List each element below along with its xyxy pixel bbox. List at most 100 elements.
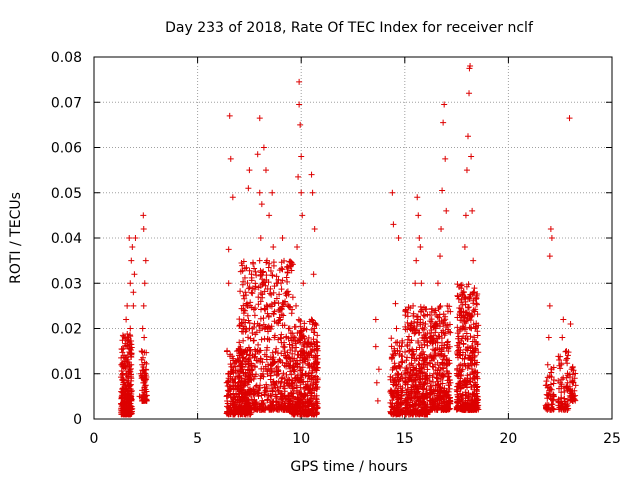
data-point xyxy=(543,403,550,410)
data-point xyxy=(467,333,474,340)
data-point xyxy=(432,350,439,357)
data-point xyxy=(468,384,475,391)
data-point xyxy=(304,340,311,347)
data-point xyxy=(232,376,239,383)
data-point xyxy=(284,288,291,295)
data-point xyxy=(286,325,293,332)
data-point xyxy=(271,318,278,325)
data-point xyxy=(564,379,571,386)
data-point xyxy=(265,313,272,320)
data-point xyxy=(408,354,415,361)
data-point xyxy=(443,402,450,409)
data-point xyxy=(405,333,412,340)
data-point xyxy=(259,276,266,283)
data-point xyxy=(394,391,401,398)
data-point xyxy=(249,290,256,297)
data-point xyxy=(255,390,262,397)
data-point xyxy=(240,384,247,391)
data-point xyxy=(310,271,317,278)
data-point xyxy=(470,370,477,377)
data-point xyxy=(267,372,274,379)
data-point xyxy=(464,133,471,140)
data-point xyxy=(310,336,317,343)
data-point xyxy=(252,405,259,412)
data-point xyxy=(427,383,434,390)
data-point xyxy=(474,383,481,390)
data-point xyxy=(313,392,320,399)
data-point xyxy=(458,337,465,344)
data-point xyxy=(460,288,467,295)
data-point xyxy=(564,352,571,359)
data-point xyxy=(289,364,296,371)
data-point xyxy=(407,322,414,329)
data-point xyxy=(555,377,562,384)
data-point xyxy=(277,383,284,390)
data-point xyxy=(446,303,453,310)
data-point xyxy=(428,308,435,315)
data-point xyxy=(408,337,415,344)
data-point xyxy=(407,394,414,401)
data-point xyxy=(556,357,563,364)
data-point xyxy=(128,257,135,264)
data-point xyxy=(125,407,132,414)
data-point xyxy=(129,244,136,251)
data-point xyxy=(127,346,134,353)
data-point xyxy=(298,189,305,196)
data-point xyxy=(251,286,258,293)
axis-tick-labels: 0 5 10 15 20 25 0 0.01 0.02 0.03 0.04 0.05 0.06 0.07 0… xyxy=(51,50,621,447)
data-point xyxy=(126,235,133,241)
data-point xyxy=(440,353,447,360)
data-point xyxy=(287,389,294,396)
data-point xyxy=(130,302,137,309)
data-point xyxy=(297,357,304,364)
data-point xyxy=(139,348,146,355)
data-point xyxy=(466,304,473,311)
data-point xyxy=(240,292,247,299)
data-point xyxy=(427,352,434,359)
data-point xyxy=(240,316,247,323)
data-point xyxy=(227,373,234,380)
data-point xyxy=(239,281,246,288)
data-point xyxy=(306,318,313,325)
data-point xyxy=(279,235,286,241)
data-point xyxy=(423,375,430,382)
data-point xyxy=(244,381,251,388)
data-point xyxy=(467,376,474,383)
data-point xyxy=(286,341,293,348)
data-point xyxy=(550,377,557,384)
data-point xyxy=(246,167,253,174)
data-point xyxy=(454,314,461,321)
data-point xyxy=(309,406,316,413)
data-point xyxy=(278,378,285,385)
data-point xyxy=(404,343,411,350)
data-point xyxy=(267,326,274,333)
data-point xyxy=(417,408,424,415)
data-point xyxy=(278,286,285,293)
data-point xyxy=(438,225,445,232)
data-point xyxy=(421,312,428,319)
data-point xyxy=(238,351,245,358)
data-point xyxy=(399,392,405,399)
y-tick-label: 0.01 xyxy=(51,367,82,383)
data-point xyxy=(426,377,433,384)
data-point xyxy=(565,349,572,356)
data-point xyxy=(131,271,138,278)
data-point xyxy=(307,349,314,356)
data-point xyxy=(431,388,438,395)
data-point xyxy=(472,345,479,352)
data-point xyxy=(142,257,149,264)
data-point xyxy=(447,397,454,404)
data-point xyxy=(410,364,417,371)
data-point xyxy=(310,381,317,388)
data-point xyxy=(314,404,321,411)
data-point xyxy=(415,398,422,405)
data-point xyxy=(260,144,267,151)
data-point xyxy=(301,320,308,327)
data-point xyxy=(411,318,418,325)
data-point xyxy=(439,365,446,372)
data-point xyxy=(120,398,127,405)
data-point xyxy=(402,378,409,385)
data-point xyxy=(240,258,247,265)
data-point xyxy=(305,334,312,341)
data-point xyxy=(251,320,258,327)
